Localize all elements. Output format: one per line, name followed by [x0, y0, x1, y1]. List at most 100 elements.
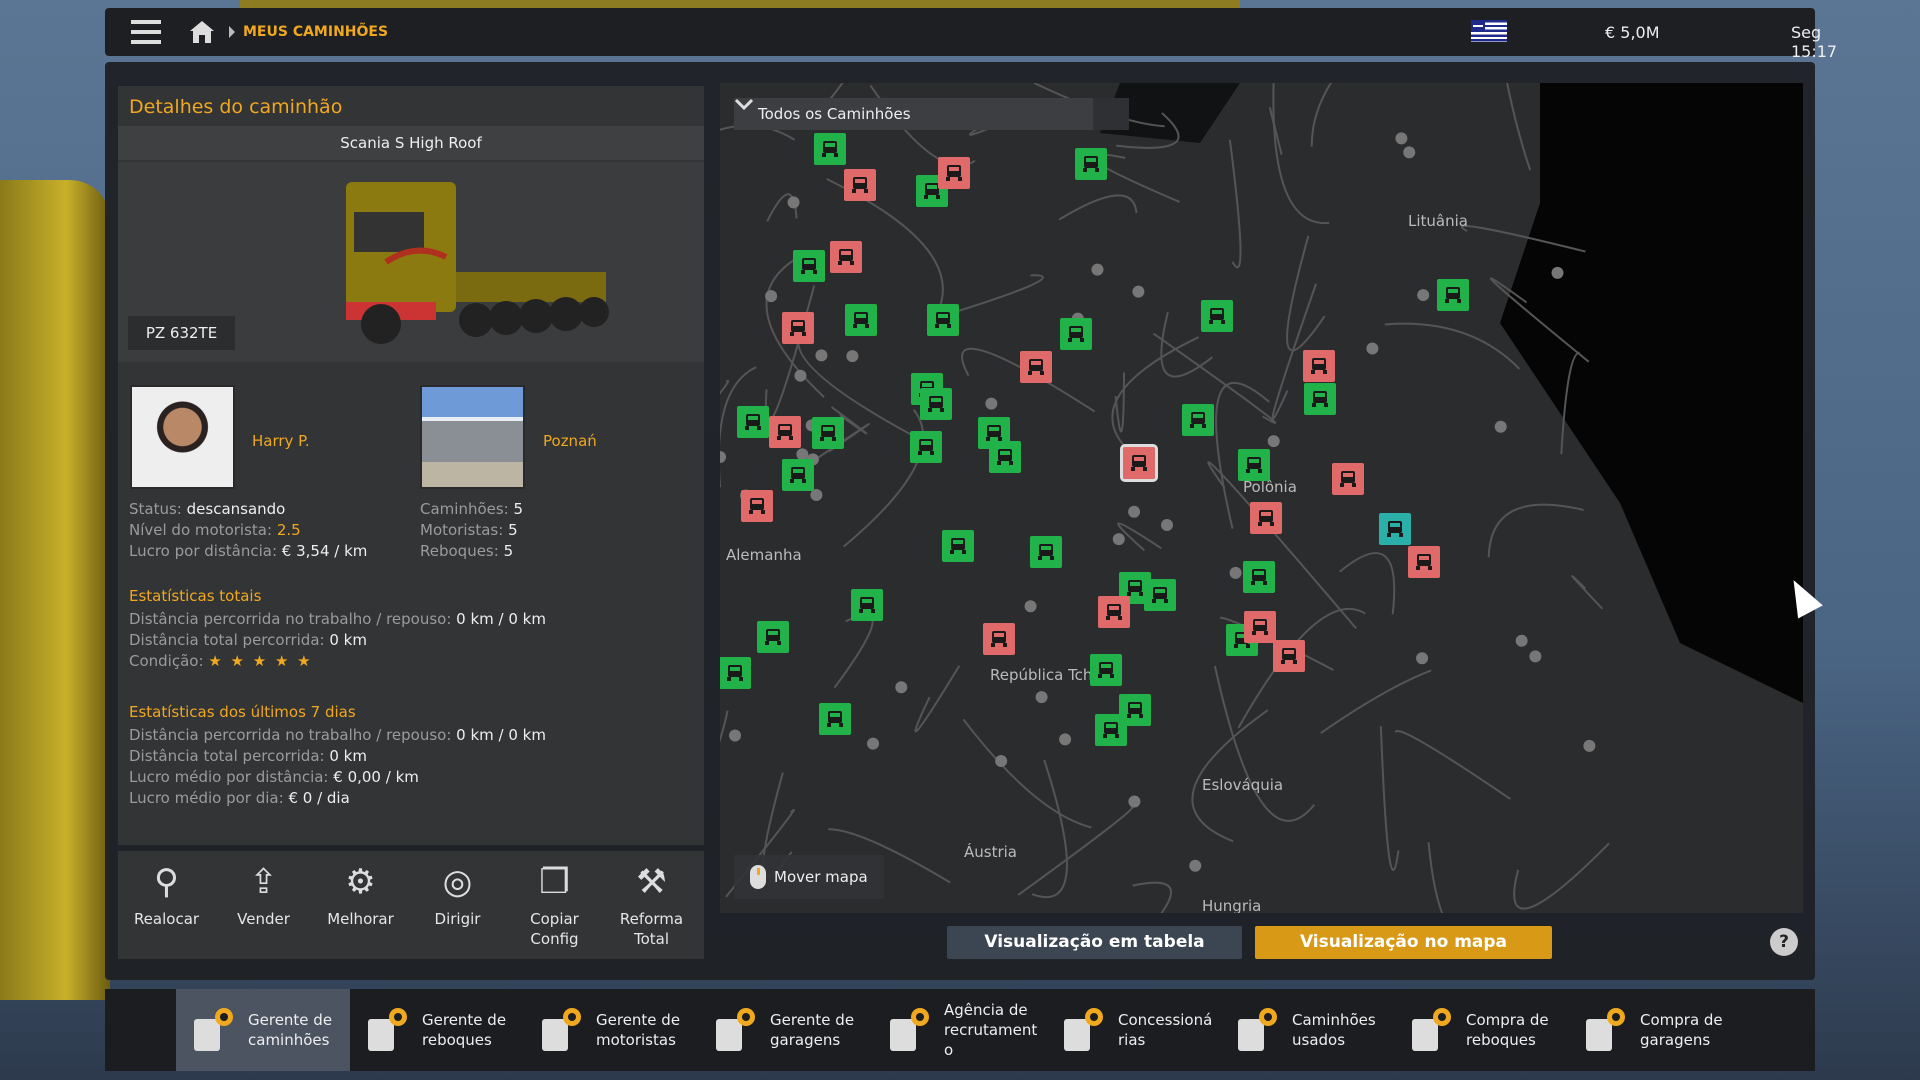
action-sell[interactable]: ⇪ Vender: [215, 851, 312, 959]
city-dot: [1189, 859, 1202, 872]
truck-marker-idle[interactable]: [782, 459, 815, 492]
breadcrumb[interactable]: MEUS CAMINHÕES: [229, 24, 388, 40]
truck-filter-dropdown[interactable]: Todos os Caminhões: [734, 98, 1129, 130]
truck-marker-busy[interactable]: [1302, 350, 1335, 383]
truck-marker-selected[interactable]: [1378, 512, 1411, 545]
flag-icon: [1471, 20, 1507, 42]
truck-marker-idle[interactable]: [1304, 383, 1336, 416]
truck-marker-busy[interactable]: [843, 168, 876, 201]
truck-marker-idle[interactable]: [814, 133, 847, 166]
truck-marker-idle[interactable]: [1437, 279, 1470, 312]
truck-marker-busy[interactable]: [1098, 596, 1131, 629]
truck-marker-idle[interactable]: [811, 417, 844, 450]
nav-item-8[interactable]: Compra de garagens: [1568, 989, 1742, 1071]
truck-icon: [1127, 579, 1144, 596]
nav-icon: [1060, 1005, 1108, 1055]
truck-marker-idle[interactable]: [720, 657, 751, 690]
truck-marker-idle[interactable]: [1237, 449, 1270, 482]
action-repair[interactable]: ⚒ Reforma Total: [603, 851, 700, 959]
road: [828, 828, 951, 884]
truck-marker-idle[interactable]: [909, 430, 942, 463]
road: [720, 710, 729, 743]
truck-marker-busy[interactable]: [1273, 640, 1306, 673]
nav-item-0[interactable]: Gerente de caminhões: [176, 989, 350, 1071]
truck-marker-idle[interactable]: [1242, 560, 1275, 593]
truck-marker-idle[interactable]: [1143, 579, 1176, 612]
truck-icon: [1083, 156, 1100, 173]
road: [1571, 575, 1604, 610]
truck-marker-idle[interactable]: [1060, 318, 1093, 351]
truck-marker-idle[interactable]: [926, 303, 959, 336]
road: [1237, 608, 1366, 729]
map-view[interactable]: Todos os Caminhões Lituânia Polônia Alem…: [720, 83, 1803, 913]
map-label-czechia: República Tcheca: [990, 666, 1120, 684]
truck-icon: [1245, 457, 1262, 474]
truck-marker-busy[interactable]: [740, 489, 773, 522]
city-dot: [794, 369, 807, 382]
driver-name[interactable]: Harry P.: [252, 432, 310, 450]
truck-marker-busy[interactable]: [1332, 462, 1365, 495]
road: [1031, 759, 1068, 899]
truck-marker-idle[interactable]: [793, 249, 826, 282]
truck-icon: [997, 448, 1014, 465]
help-button[interactable]: ?: [1770, 928, 1798, 956]
menu-icon[interactable]: [131, 20, 161, 44]
nav-item-7[interactable]: Compra de reboques: [1394, 989, 1568, 1071]
truck-marker-idle[interactable]: [1094, 713, 1127, 746]
truck-marker-busy[interactable]: [1244, 610, 1276, 643]
truck-icon: [1027, 359, 1044, 376]
truck-marker-busy[interactable]: [983, 623, 1016, 656]
truck-marker-busy[interactable]: [1250, 501, 1283, 534]
nav-item-3[interactable]: Gerente de garagens: [698, 989, 872, 1071]
breadcrumb-current: MEUS CAMINHÕES: [243, 24, 389, 40]
truck-icon: [917, 438, 934, 455]
truck-marker-idle[interactable]: [850, 588, 883, 621]
map-view-button[interactable]: Visualização no mapa: [1255, 926, 1552, 959]
truck-marker-idle[interactable]: [1075, 148, 1108, 181]
nav-item-5[interactable]: Concessioná rias: [1046, 989, 1220, 1071]
garage-image[interactable]: [420, 385, 525, 489]
truck-marker-busy[interactable]: [768, 416, 801, 449]
driver-avatar[interactable]: [130, 385, 235, 489]
truck-marker-idle[interactable]: [941, 530, 974, 563]
truck-marker-idle[interactable]: [919, 388, 952, 421]
truck-marker-busy[interactable]: [1019, 351, 1052, 384]
truck-marker-busy[interactable]: [782, 312, 815, 345]
truck-marker-idle[interactable]: [989, 440, 1022, 473]
action-copy-config[interactable]: ❐ Copiar Config: [506, 851, 603, 959]
action-upgrade[interactable]: ⚙ Melhorar: [312, 851, 409, 959]
road: [1228, 139, 1242, 269]
city-dot: [787, 196, 800, 209]
truck-icon: [927, 396, 944, 413]
action-relocate[interactable]: ⚲ Realocar: [118, 851, 215, 959]
truck-marker-idle[interactable]: [915, 175, 948, 208]
truck-marker-idle[interactable]: [1029, 536, 1062, 569]
table-view-button[interactable]: Visualização em tabela: [947, 926, 1242, 959]
mouse-icon: [750, 865, 766, 889]
nav-item-1[interactable]: Gerente de reboques: [350, 989, 524, 1071]
garage-name[interactable]: Poznań: [543, 432, 597, 450]
action-steering-wheel[interactable]: ◎ Dirigir: [409, 851, 506, 959]
truck-marker-idle[interactable]: [737, 406, 770, 439]
truck-marker-idle[interactable]: [819, 702, 852, 735]
truck-marker-busy[interactable]: [937, 156, 970, 189]
home-icon[interactable]: [189, 20, 215, 44]
truck-marker-busy[interactable]: [830, 241, 863, 274]
truck-marker-idle[interactable]: [1089, 653, 1122, 686]
truck-icon: [838, 249, 855, 266]
nav-icon: [1582, 1005, 1630, 1055]
nav-item-4[interactable]: Agência de recrutament o: [872, 989, 1046, 1071]
truck-preview: PZ 632TE: [118, 162, 704, 362]
chevron-down-icon: [734, 98, 1129, 130]
truck-marker-current[interactable]: [1119, 443, 1158, 482]
city-dot: [1112, 533, 1125, 546]
truck-marker-idle[interactable]: [1181, 404, 1214, 436]
nav-item-6[interactable]: Caminhões usados: [1220, 989, 1394, 1071]
truck-marker-idle[interactable]: [756, 620, 789, 653]
city-dot: [995, 755, 1008, 768]
nav-item-2[interactable]: Gerente de motoristas: [524, 989, 698, 1071]
truck-marker-idle[interactable]: [844, 303, 877, 336]
bottom-nav: Gerente de caminhões Gerente de reboques G…: [105, 989, 1815, 1071]
truck-marker-busy[interactable]: [1408, 546, 1441, 579]
truck-marker-idle[interactable]: [1201, 299, 1234, 332]
